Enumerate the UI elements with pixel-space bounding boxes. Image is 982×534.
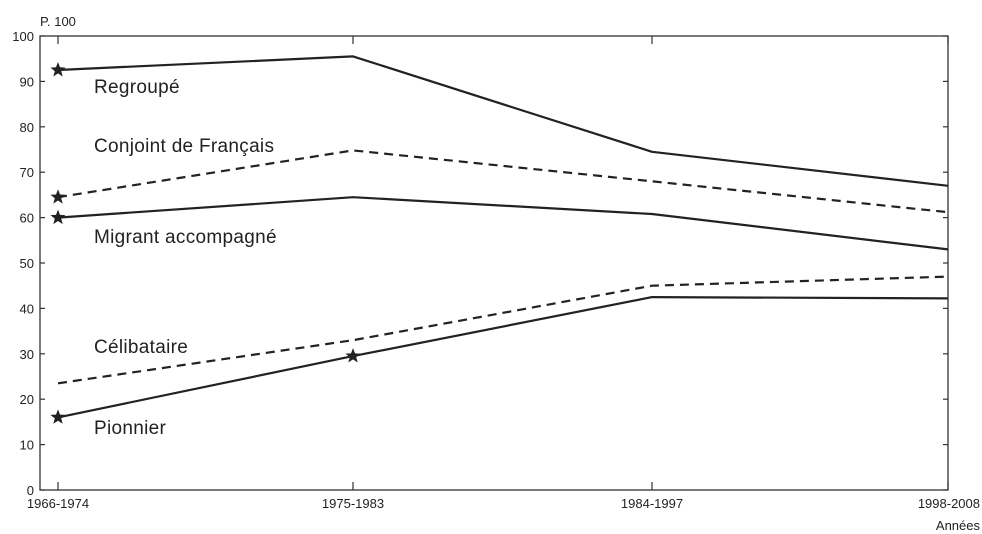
x-tick-label: 1998-2008 <box>918 496 980 511</box>
x-tick-label: 1984-1997 <box>621 496 683 511</box>
x-tick-label: 1966-1974 <box>27 496 89 511</box>
y-tick-label: 0 <box>27 483 34 498</box>
y-tick-label: 10 <box>20 438 34 453</box>
series-line-regroupe <box>57 55 949 187</box>
series-label-celibataire: Célibataire <box>94 337 188 358</box>
y-tick-label: 80 <box>20 120 34 135</box>
y-tick-label: 60 <box>20 211 34 226</box>
y-axis-ticks: 0 10 20 30 40 50 60 70 80 90 100 <box>12 29 948 498</box>
y-tick-label: 20 <box>20 392 34 407</box>
series-markers <box>50 62 361 424</box>
series-label-regroupe: Regroupé <box>94 77 180 98</box>
x-tick-label: 1975-1983 <box>322 496 384 511</box>
star-marker-icon <box>345 348 361 363</box>
star-marker-icon <box>50 209 66 225</box>
series-label-pionnier: Pionnier <box>94 418 166 439</box>
y-tick-label: 70 <box>20 165 34 180</box>
star-marker-icon <box>50 409 66 424</box>
series-label-migrant-accompagne: Migrant accompagné <box>94 227 277 248</box>
y-axis-unit-label: P. 100 <box>40 14 76 29</box>
y-tick-label: 30 <box>20 347 34 362</box>
series-lines <box>57 55 949 419</box>
y-tick-label: 50 <box>20 256 34 271</box>
series-labels: Regroupé Conjoint de Français Migrant acco… <box>94 77 277 439</box>
series-label-conjoint-de-francais: Conjoint de Français <box>94 136 274 157</box>
series-line-conjoint-de-francais <box>57 149 949 214</box>
star-marker-icon <box>50 62 66 77</box>
series-line-celibataire <box>57 275 949 385</box>
series-line-migrant-accompagne <box>57 196 949 251</box>
y-tick-label: 40 <box>20 301 34 316</box>
star-marker-icon <box>50 189 66 204</box>
x-axis-unit-label: Années <box>936 518 981 533</box>
y-tick-label: 100 <box>12 29 34 44</box>
series-line-pionnier <box>57 296 949 419</box>
y-tick-label: 90 <box>20 74 34 89</box>
plot-border <box>39 35 949 491</box>
plot-frame <box>39 35 949 491</box>
x-axis-ticks: 1966-1974 1975-1983 1984-1997 1998-2008 <box>27 36 980 511</box>
